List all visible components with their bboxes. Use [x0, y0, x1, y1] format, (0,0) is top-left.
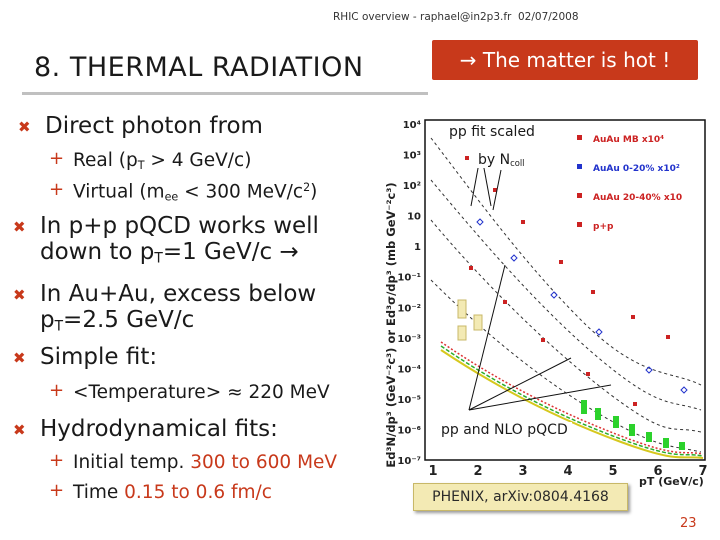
y-tick-label: 10⁻²: [397, 303, 421, 314]
legend-label: AuAu MB x10⁴: [593, 135, 664, 145]
legend-marker: [577, 135, 582, 140]
y-tick-label: 10⁻⁴: [397, 364, 421, 375]
slide-title: 8. THERMAL RADIATION: [34, 52, 364, 83]
legend-label: AuAu 20-40% x10: [593, 193, 682, 203]
plus-bullet-icon: +: [49, 380, 65, 401]
pqcd-yellow-curve: [440, 349, 704, 459]
auau-mb-points: [465, 156, 670, 339]
auau-020-points: [476, 218, 688, 394]
header-author: RHIC overview - raphael@in2p3.fr: [333, 11, 512, 23]
pqcd-red-curve: [440, 341, 704, 455]
reference-box: PHENIX, arXiv:0804.4168: [413, 483, 628, 511]
legend-marker: [577, 193, 582, 198]
annotation-pp-nlo: pp and NLO pQCD: [437, 422, 572, 438]
y-tick-label: 10³: [403, 151, 421, 162]
y-tick-label: 10⁻³: [397, 334, 421, 345]
x-tick-label: 2: [473, 464, 482, 479]
auau-2040-points: [469, 266, 637, 406]
plus-bullet-icon: +: [49, 179, 65, 200]
pp-green-points: [581, 400, 685, 450]
plus-bullet-icon: +: [49, 480, 65, 501]
bullet-auau-excess: ✖ In Au+Au, excess below pT=2.5 GeV/c: [13, 281, 317, 335]
subbullet-real-photon: + Real (pT > 4 GeV/c): [49, 148, 252, 172]
bullet-direct-photon: ✖ Direct photon from: [18, 113, 263, 139]
y-tick-label: 10⁴: [403, 120, 421, 131]
legend-marker: [577, 164, 582, 169]
x-tick-labels: 1 2 3 4 5 6 7: [428, 464, 707, 479]
x-tick-label: 5: [608, 464, 617, 479]
subbullet-time: + Time 0.15 to 0.6 fm/c: [49, 480, 272, 503]
annotation-pp-fit-scaled: pp fit scaled: [445, 124, 539, 140]
plot-legend: AuAu MB x10⁴ AuAu 0-20% x10² AuAu 20-40% x…: [577, 135, 682, 232]
photon-spectrum-figure: Ed³N/dp³ (GeV⁻²c³) or Ed³σ/dp³ (mb GeV⁻²…: [381, 110, 711, 500]
x-bullet-icon: ✖: [13, 218, 26, 236]
x-bullet-icon: ✖: [13, 421, 26, 439]
plot-frame: [424, 119, 706, 461]
subbullet-initial-temp: + Initial temp. 300 to 600 MeV: [49, 450, 338, 473]
x-tick-label: 3: [518, 464, 527, 479]
x-bullet-icon: ✖: [13, 286, 26, 304]
y-tick-label: 10⁻⁵: [397, 395, 421, 406]
x-bullet-icon: ✖: [13, 349, 26, 367]
x-tick-label: 4: [563, 464, 572, 479]
y-tick-label: 10: [407, 212, 421, 223]
plot-xlabel: pT (GeV/c): [639, 475, 704, 488]
fit-curve-2040: [430, 219, 702, 433]
fit-curve-020: [430, 179, 702, 411]
plot-ylabel: Ed³N/dp³ (GeV⁻²c³) or Ed³σ/dp³ (mb GeV⁻²…: [384, 182, 398, 467]
x-tick-label: 7: [698, 464, 707, 479]
y-tick-labels: 10⁴ 10³ 10² 10 1 10⁻¹ 10⁻² 10⁻³ 10⁻⁴ 10⁻⁵ 10⁻⁶ 10⁻⁷: [397, 120, 421, 467]
x-tick-label: 1: [428, 464, 437, 479]
header-date: 02/07/2008: [518, 11, 579, 23]
x-bullet-icon: ✖: [18, 118, 31, 136]
plus-bullet-icon: +: [49, 450, 65, 471]
page-number: 23: [680, 516, 697, 531]
fit-curve-pp: [430, 279, 702, 453]
annotation-by-ncoll: by Ncoll: [474, 152, 529, 169]
y-tick-label: 10⁻⁷: [397, 456, 421, 467]
y-tick-label: 10⁻⁶: [397, 425, 421, 436]
plus-bullet-icon: +: [49, 148, 65, 169]
yellow-highlight-points: [457, 299, 483, 341]
y-tick-label: 10⁻¹: [397, 273, 421, 284]
bullet-pp-pqcd: ✖ In p+p pQCD works well down to pT=1 Ge…: [13, 213, 319, 267]
subbullet-temperature: + <Temperature> ≈ 220 MeV: [49, 380, 330, 403]
title-divider: [22, 92, 428, 95]
bullet-simple-fit: ✖ Simple fit:: [13, 344, 158, 370]
subbullet-virtual-photon: + Virtual (mee < 300 MeV/c2): [49, 179, 318, 204]
pqcd-green-curve: [440, 345, 704, 457]
highlight-banner: → The matter is hot !: [432, 40, 698, 80]
legend-label: p+p: [593, 222, 614, 232]
y-tick-label: 1: [414, 242, 421, 253]
legend-label: AuAu 0-20% x10²: [593, 164, 680, 174]
y-tick-label: 10²: [403, 181, 421, 192]
legend-marker: [577, 222, 582, 227]
x-tick-label: 6: [653, 464, 662, 479]
bullet-hydro-fits: ✖ Hydrodynamical fits:: [13, 416, 278, 442]
spectrum-plot-svg: Ed³N/dp³ (GeV⁻²c³) or Ed³σ/dp³ (mb GeV⁻²…: [384, 119, 708, 488]
